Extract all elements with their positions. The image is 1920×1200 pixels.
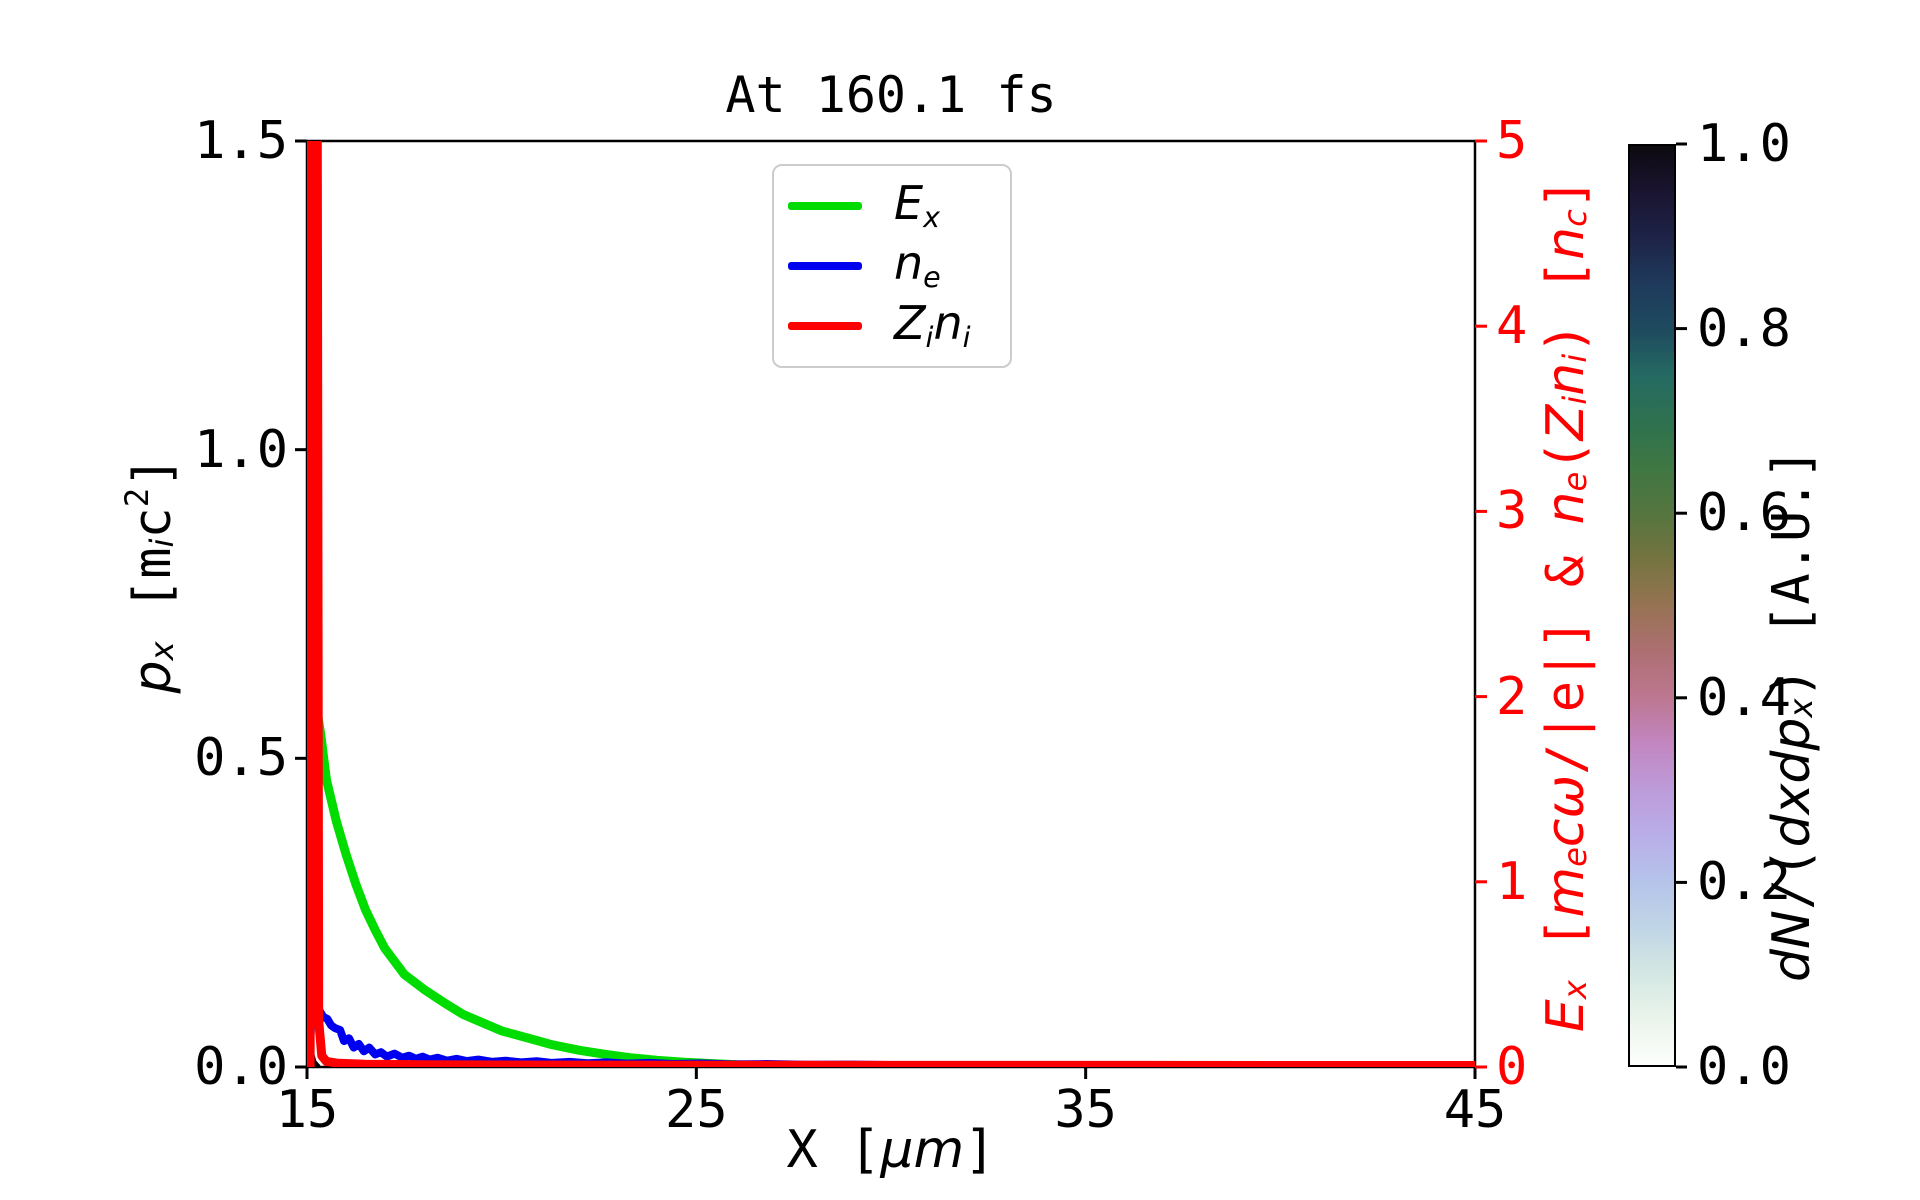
series-Zini-line <box>307 141 1475 1067</box>
label-segment: 2 <box>117 487 156 508</box>
legend-row-Ex: Ex <box>788 180 1010 233</box>
legend-label-Zini: Zini <box>894 300 971 353</box>
label-segment: i <box>925 320 934 354</box>
y-left-tick-label: 1.0 <box>194 419 288 480</box>
label-segment: c <box>123 507 184 539</box>
label-segment: c <box>1536 818 1596 848</box>
y-right-tick-label: 1 <box>1496 851 1528 912</box>
colorbar-tick-label: 0.8 <box>1697 298 1791 359</box>
label-segment: m <box>1536 866 1596 918</box>
colorbar-tick-label: 0.6 <box>1697 483 1791 544</box>
y-left-tick-label: 0.5 <box>194 728 288 789</box>
legend-label-Ex: Ex <box>894 180 940 233</box>
label-segment: e <box>1556 471 1595 492</box>
label-segment: c <box>1556 209 1595 227</box>
label-segment: n <box>933 295 963 350</box>
y-right-tick-label: 2 <box>1496 666 1528 727</box>
colorbar <box>1628 144 1676 1067</box>
label-segment: N <box>1762 910 1822 949</box>
label-segment: m <box>913 1120 965 1180</box>
legend-line-swatch-Zini <box>788 322 862 330</box>
colorbar-tick-label: 0.2 <box>1697 852 1791 913</box>
label-segment: ) [ <box>1536 259 1596 354</box>
legend-row-Zini: Zini <box>788 300 1010 353</box>
y-left-tick-label: 1.5 <box>194 111 288 171</box>
label-segment: x <box>1762 783 1822 815</box>
label-segment: E <box>1536 999 1596 1033</box>
label-segment: ] <box>964 1120 996 1180</box>
label-segment: d <box>1762 750 1822 784</box>
label-segment: /|e|] & <box>1536 524 1596 775</box>
y-right-tick-label: 5 <box>1496 111 1528 171</box>
label-segment: x <box>923 200 940 234</box>
label-segment: Z <box>1536 404 1596 441</box>
x-tick-label: 45 <box>1443 1080 1507 1140</box>
x-tick-label: 35 <box>1054 1080 1117 1140</box>
label-segment: i <box>143 538 182 548</box>
y-right-tick-label: 3 <box>1496 481 1528 542</box>
x-tick-label: 25 <box>665 1080 728 1140</box>
label-segment: ( <box>1536 440 1596 472</box>
label-segment: [m <box>123 547 184 642</box>
label-segment: i <box>1556 353 1595 363</box>
legend-line-swatch-Ex <box>788 202 862 210</box>
label-segment: X [ <box>786 1120 881 1180</box>
y-axis-label-left: px [mic2] <box>117 456 183 693</box>
label-segment: x <box>143 641 182 661</box>
label-segment: ω <box>1536 774 1596 819</box>
label-segment: e <box>923 260 941 294</box>
label-segment: x <box>1556 980 1595 1000</box>
colorbar-tick-label: 0.0 <box>1697 1037 1791 1097</box>
label-segment: d <box>1762 948 1822 982</box>
label-segment: n <box>1536 362 1596 396</box>
y-right-tick-label: 0 <box>1496 1037 1528 1097</box>
label-segment: ] <box>1536 177 1596 210</box>
x-tick-label: 15 <box>275 1080 339 1140</box>
legend-row-ne: ne <box>788 240 1010 293</box>
y-axis-label-right: Ex [mecω/|e|] & ne(Zini) [nc] <box>1536 178 1596 1032</box>
colorbar-tick-label: 0.4 <box>1697 667 1791 728</box>
label-segment: i <box>962 320 971 354</box>
plot-title: At 160.1 fs <box>725 66 1057 124</box>
legend-label-ne: ne <box>894 240 941 293</box>
label-segment: Z <box>894 295 926 350</box>
label-segment: n <box>1536 226 1596 260</box>
label-segment: n <box>1536 491 1596 525</box>
label-segment: i <box>1556 395 1595 405</box>
colorbar-tick-label: 1.0 <box>1697 114 1791 174</box>
y-left-tick-label: 0.0 <box>194 1037 288 1097</box>
x-axis-label: X [μm] <box>307 1124 1475 1176</box>
y-right-tick-label: 4 <box>1496 296 1528 357</box>
legend: Ex ne Zini <box>772 164 1012 368</box>
label-segment: e <box>1556 847 1595 867</box>
label-segment: p <box>123 660 184 694</box>
label-segment: μ <box>880 1120 914 1180</box>
label-segment: [ <box>1536 917 1596 981</box>
label-segment: n <box>894 235 924 290</box>
series-Ex-line <box>307 692 1475 1067</box>
legend-line-swatch-ne <box>788 262 862 270</box>
label-segment: E <box>894 175 924 230</box>
label-segment: d <box>1762 814 1822 848</box>
